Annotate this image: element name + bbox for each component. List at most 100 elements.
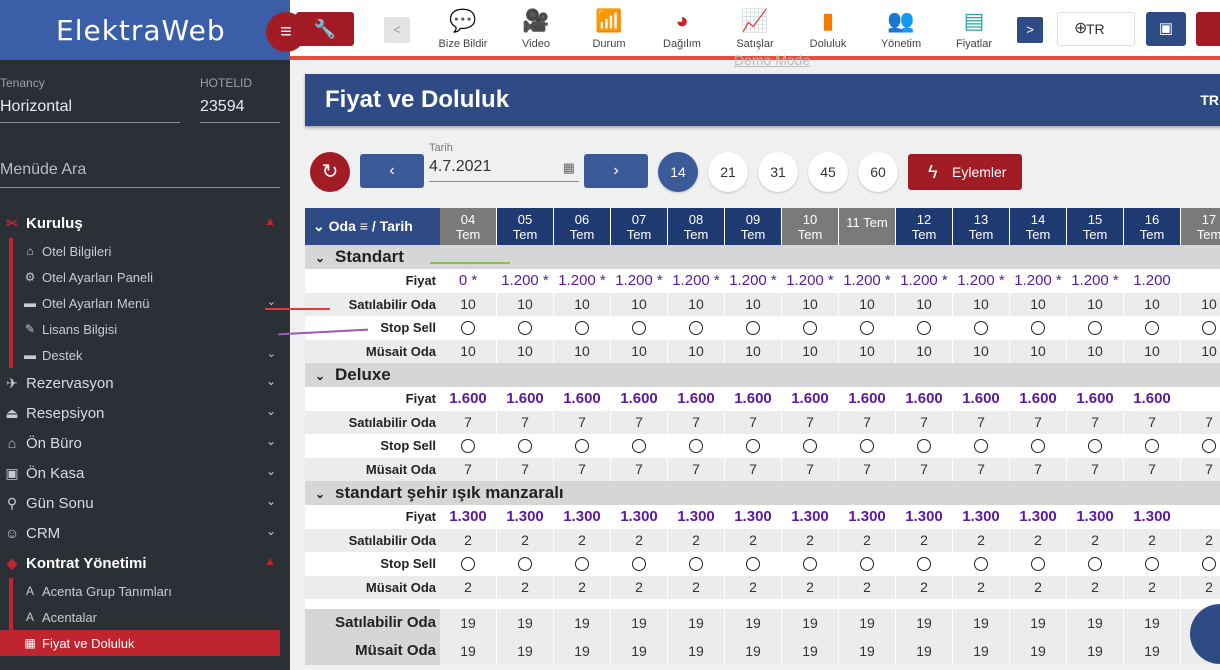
radio-circle-icon[interactable] bbox=[746, 321, 760, 336]
stop-sell-toggle[interactable] bbox=[1067, 434, 1124, 458]
grid-cell[interactable]: 1.200 * bbox=[497, 269, 554, 293]
grid-cell[interactable]: 1.200 * bbox=[1010, 269, 1067, 293]
day-range-button[interactable]: 60 bbox=[858, 152, 898, 192]
sort-icon[interactable]: ≡ bbox=[355, 218, 372, 234]
calendar-icon[interactable]: ▦ bbox=[562, 160, 575, 175]
radio-circle-icon[interactable] bbox=[518, 557, 532, 572]
toolbar-tool-1[interactable]: 🎥 Video bbox=[501, 4, 571, 50]
radio-circle-icon[interactable] bbox=[1145, 321, 1159, 336]
stop-sell-toggle[interactable] bbox=[1181, 552, 1220, 576]
grid-cell[interactable]: 1.600 bbox=[611, 387, 668, 411]
radio-circle-icon[interactable] bbox=[689, 321, 703, 336]
prev-date-button[interactable]: ‹ bbox=[360, 154, 424, 188]
grid-cell[interactable]: 1.600 bbox=[1124, 387, 1181, 411]
radio-circle-icon[interactable] bbox=[1145, 557, 1159, 572]
stop-sell-toggle[interactable] bbox=[725, 552, 782, 576]
grid-cell[interactable]: 1.600 bbox=[839, 387, 896, 411]
day-range-button[interactable]: 21 bbox=[708, 152, 748, 192]
radio-circle-icon[interactable] bbox=[461, 321, 475, 336]
radio-circle-icon[interactable] bbox=[1088, 321, 1102, 336]
date-column-header[interactable]: 09 Tem bbox=[725, 208, 782, 245]
grid-cell[interactable]: 1.200 * bbox=[611, 269, 668, 293]
date-field[interactable]: Tarih 4.7.2021 ▦ bbox=[429, 142, 579, 182]
menu-item-5[interactable]: ☺ CRM ⌄ bbox=[0, 518, 290, 548]
hamburger-icon[interactable]: ≡ bbox=[266, 12, 306, 52]
stop-sell-toggle[interactable] bbox=[554, 316, 611, 340]
grid-cell[interactable]: 1.600 bbox=[440, 387, 497, 411]
grid-cell[interactable]: 1.300 bbox=[440, 505, 497, 529]
date-column-header[interactable]: 15 Tem bbox=[1067, 208, 1124, 245]
radio-circle-icon[interactable] bbox=[1202, 321, 1216, 336]
submenu-item[interactable]: ⚙ Otel Ayarları Paneli bbox=[0, 264, 290, 290]
grid-cell[interactable]: 1.300 bbox=[668, 505, 725, 529]
stop-sell-toggle[interactable] bbox=[896, 552, 953, 576]
grid-cell[interactable]: 1.200 * bbox=[896, 269, 953, 293]
stop-sell-toggle[interactable] bbox=[782, 434, 839, 458]
stop-sell-toggle[interactable] bbox=[953, 434, 1010, 458]
stop-sell-toggle[interactable] bbox=[725, 434, 782, 458]
toolbar-tool-3[interactable]: ◕ Dağılım bbox=[647, 4, 717, 50]
grid-cell[interactable] bbox=[1181, 505, 1220, 529]
date-input[interactable]: 4.7.2021 ▦ bbox=[429, 154, 579, 182]
grid-header-label[interactable]: ⌄ Oda ≡ / Tarih bbox=[305, 208, 440, 245]
radio-circle-icon[interactable] bbox=[632, 321, 646, 336]
stop-sell-toggle[interactable] bbox=[839, 552, 896, 576]
grid-cell[interactable]: 0 * bbox=[440, 269, 497, 293]
grid-cell[interactable]: 1.300 bbox=[1124, 505, 1181, 529]
submenu-item[interactable]: ⌂ Otel Bilgileri bbox=[0, 238, 290, 264]
radio-circle-icon[interactable] bbox=[860, 321, 874, 336]
radio-circle-icon[interactable] bbox=[803, 439, 817, 454]
radio-circle-icon[interactable] bbox=[461, 557, 475, 572]
menu-item-0[interactable]: ✈ Rezervasyon ⌄ bbox=[0, 368, 290, 398]
date-column-header[interactable]: 16 Tem bbox=[1124, 208, 1181, 245]
date-column-header[interactable]: 12 Tem bbox=[896, 208, 953, 245]
toolbar-tool-7[interactable]: ▤ Fiyatlar bbox=[939, 4, 1009, 50]
stop-sell-toggle[interactable] bbox=[725, 316, 782, 340]
language-button[interactable]: ⊕ TR bbox=[1057, 12, 1135, 46]
menu-item-4[interactable]: ⚲ Gün Sonu ⌄ bbox=[0, 488, 290, 518]
grid-cell[interactable]: 1.200 * bbox=[953, 269, 1010, 293]
menu-item-3[interactable]: ▣ Ön Kasa ⌄ bbox=[0, 458, 290, 488]
grid-cell[interactable]: 1.300 bbox=[554, 505, 611, 529]
toolbar-tool-0[interactable]: 💬 Bize Bildir bbox=[428, 4, 498, 50]
date-column-header[interactable]: 05 Tem bbox=[497, 208, 554, 245]
grid-cell[interactable]: 1.300 bbox=[782, 505, 839, 529]
stop-sell-toggle[interactable] bbox=[668, 316, 725, 340]
stop-sell-toggle[interactable] bbox=[611, 552, 668, 576]
toolbar-prev-button[interactable]: < bbox=[384, 17, 410, 43]
keyboard-button[interactable]: ▣ bbox=[1146, 12, 1186, 46]
grid-cell[interactable]: 1.600 bbox=[896, 387, 953, 411]
grid-cell[interactable]: 1.600 bbox=[1010, 387, 1067, 411]
radio-circle-icon[interactable] bbox=[917, 321, 931, 336]
submenu-item[interactable]: ▦ Fiyat ve Doluluk bbox=[0, 630, 280, 656]
grid-cell[interactable]: 1.200 * bbox=[668, 269, 725, 293]
radio-circle-icon[interactable] bbox=[1031, 321, 1045, 336]
radio-circle-icon[interactable] bbox=[518, 321, 532, 336]
stop-sell-toggle[interactable] bbox=[782, 316, 839, 340]
grid-cell[interactable]: 1.600 bbox=[782, 387, 839, 411]
room-header[interactable]: ⌄ Deluxe bbox=[305, 363, 1220, 387]
date-column-header[interactable]: 07 Tem bbox=[611, 208, 668, 245]
stop-sell-toggle[interactable] bbox=[839, 316, 896, 340]
date-column-header[interactable]: 17 Tem bbox=[1181, 208, 1220, 245]
grid-cell[interactable]: 1.200 * bbox=[782, 269, 839, 293]
stop-sell-toggle[interactable] bbox=[839, 434, 896, 458]
grid-cell[interactable]: 1.300 bbox=[611, 505, 668, 529]
grid-cell[interactable]: 1.600 bbox=[953, 387, 1010, 411]
radio-circle-icon[interactable] bbox=[803, 557, 817, 572]
stop-sell-toggle[interactable] bbox=[1010, 552, 1067, 576]
day-range-button[interactable]: 45 bbox=[808, 152, 848, 192]
radio-circle-icon[interactable] bbox=[803, 321, 817, 336]
radio-circle-icon[interactable] bbox=[746, 439, 760, 454]
stop-sell-toggle[interactable] bbox=[440, 316, 497, 340]
toolbar-tool-2[interactable]: 📶 Durum bbox=[574, 4, 644, 50]
date-column-header[interactable]: 10 Tem bbox=[782, 208, 839, 245]
grid-cell[interactable]: 1.300 bbox=[725, 505, 782, 529]
stop-sell-toggle[interactable] bbox=[1181, 316, 1220, 340]
stop-sell-toggle[interactable] bbox=[896, 316, 953, 340]
radio-circle-icon[interactable] bbox=[575, 321, 589, 336]
toolbar-next-button[interactable]: > bbox=[1017, 17, 1043, 43]
menu-search-input[interactable]: Menüde Ara bbox=[0, 161, 280, 188]
menu-item-kurulus[interactable]: ✂ Kuruluş ▲ bbox=[0, 208, 290, 238]
radio-circle-icon[interactable] bbox=[860, 439, 874, 454]
